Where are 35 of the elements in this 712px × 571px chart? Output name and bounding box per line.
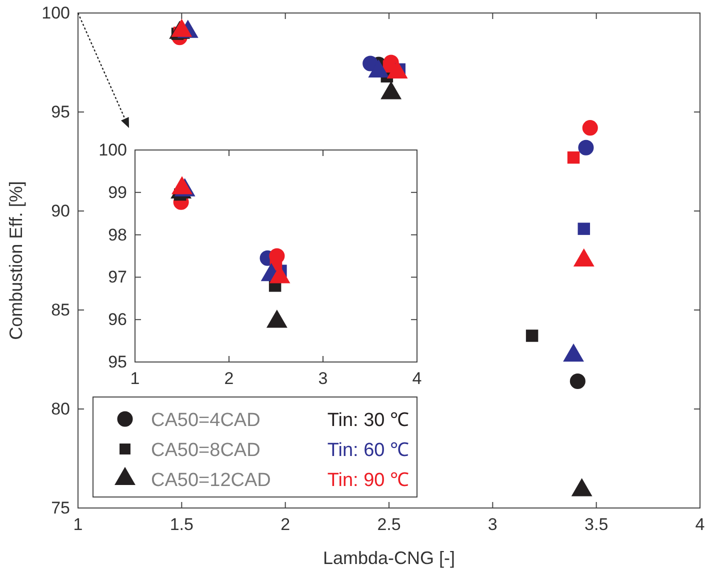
x-tick-label: 2	[280, 515, 290, 534]
y-tick-label: 96	[108, 310, 127, 330]
y-tick-label: 95	[51, 102, 70, 122]
legend-label: CA50=8CAD	[151, 440, 260, 461]
y-tick-label: 85	[51, 300, 70, 320]
x-tick-label: 1	[73, 515, 83, 534]
x-tick-label: 2	[224, 369, 234, 388]
y-tick-label: 100	[98, 140, 127, 160]
y-tick-label: 98	[108, 225, 127, 244]
y-tick-label: 80	[51, 399, 70, 418]
x-tick-label: 4	[412, 369, 422, 388]
x-tick-label: 3	[488, 515, 498, 534]
y-tick-label: 97	[108, 268, 127, 287]
point	[578, 140, 594, 156]
y-tick-label: 95	[108, 352, 127, 372]
point	[526, 330, 538, 342]
legend-label: Tin: 90 ℃	[327, 470, 409, 491]
x-tick-label: 3	[318, 369, 328, 388]
x-tick-label: 1.5	[170, 515, 194, 534]
x-axis-title: Lambda-CNG [-]	[322, 548, 456, 568]
legend-label: CA50=12CAD	[151, 470, 271, 491]
legend-label: Tin: 60 ℃	[327, 440, 409, 461]
y-axis-title: Combustion Eff. [%]	[6, 181, 26, 340]
y-tick-label: 99	[108, 182, 127, 202]
x-tick-label: 4	[695, 515, 705, 534]
y-tick-label: 75	[51, 498, 70, 518]
x-tick-label: 1	[130, 369, 140, 388]
y-tick-label: 90	[51, 201, 70, 220]
legend-label: CA50=4CAD	[151, 410, 260, 431]
legend-label: Tin: 30 ℃	[327, 410, 409, 431]
point	[578, 222, 590, 235]
y-tick-label: 100	[42, 3, 70, 22]
x-tick-label: 2.5	[377, 515, 401, 534]
point	[582, 120, 598, 136]
x-tick-label: 3.5	[584, 515, 608, 534]
